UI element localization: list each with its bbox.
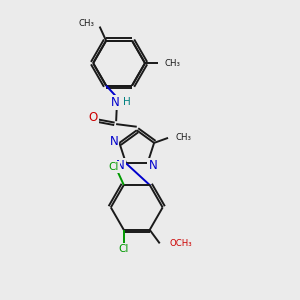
- Text: N: N: [110, 135, 118, 148]
- Text: N: N: [111, 96, 120, 110]
- Text: O: O: [89, 110, 98, 124]
- Text: Cl: Cl: [108, 162, 119, 172]
- Text: CH₃: CH₃: [176, 133, 192, 142]
- Text: Cl: Cl: [118, 244, 129, 254]
- Text: OCH₃: OCH₃: [170, 239, 193, 248]
- Text: CH₃: CH₃: [165, 58, 181, 68]
- Text: N: N: [116, 159, 125, 172]
- Text: CH₃: CH₃: [79, 20, 95, 28]
- Text: N: N: [148, 159, 157, 172]
- Text: H: H: [123, 97, 130, 107]
